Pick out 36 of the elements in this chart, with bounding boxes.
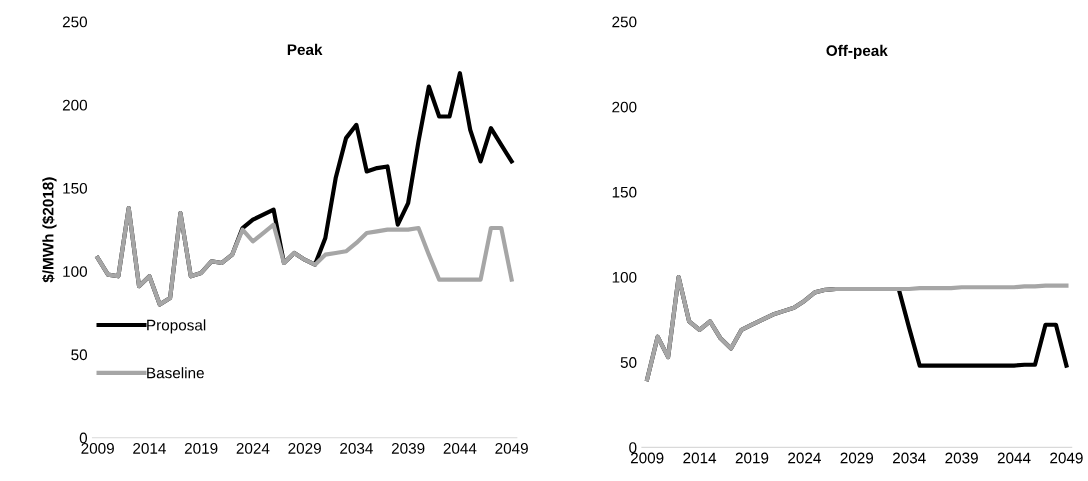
x-tick-label: 2044 [443, 442, 477, 454]
x-tick-label: 2009 [81, 442, 114, 454]
y-tick-label: 250 [62, 16, 88, 28]
y-tick-label: 100 [612, 271, 637, 283]
x-tick-label: 2009 [630, 452, 664, 464]
y-tick-label: 50 [620, 357, 637, 368]
x-tick-label: 2029 [840, 452, 874, 464]
y-tick-label: 250 [612, 16, 637, 28]
y-axis-title: $/MWh ($2018) [42, 177, 57, 283]
y-tick-label: 0 [79, 432, 88, 444]
y-tick-label: 50 [71, 349, 88, 361]
legend-label: Baseline [147, 367, 204, 379]
y-tick-label: 200 [612, 101, 637, 113]
x-tick-label: 2044 [997, 452, 1031, 464]
x-tick-label: 2014 [133, 442, 166, 454]
text: Peak [287, 43, 323, 56]
y-tick-label: 150 [63, 182, 88, 194]
y-tick-label: 0 [629, 442, 637, 454]
x-tick-label: 2019 [735, 452, 769, 464]
y-tick-label: 100 [63, 266, 88, 277]
legend-label: Proposal [147, 319, 206, 334]
line-series [95, 205, 514, 307]
y-tick-label: 150 [612, 186, 637, 198]
x-tick-label: 2049 [1050, 452, 1083, 464]
x-tick-label: 2024 [788, 452, 821, 464]
y-tick-label: 200 [62, 99, 88, 111]
x-tick-label: 2034 [892, 452, 926, 464]
x-tick-label: 2029 [288, 442, 321, 454]
x-tick-label: 2049 [495, 442, 528, 454]
x-tick-label: 2024 [236, 442, 270, 454]
x-tick-label: 2039 [945, 452, 978, 464]
x-tick-label: 2039 [391, 442, 425, 454]
x-tick-label: 2034 [340, 442, 373, 454]
text: Off-peak [826, 44, 888, 60]
x-tick-label: 2014 [683, 452, 717, 464]
x-tick-label: 2019 [184, 442, 218, 454]
